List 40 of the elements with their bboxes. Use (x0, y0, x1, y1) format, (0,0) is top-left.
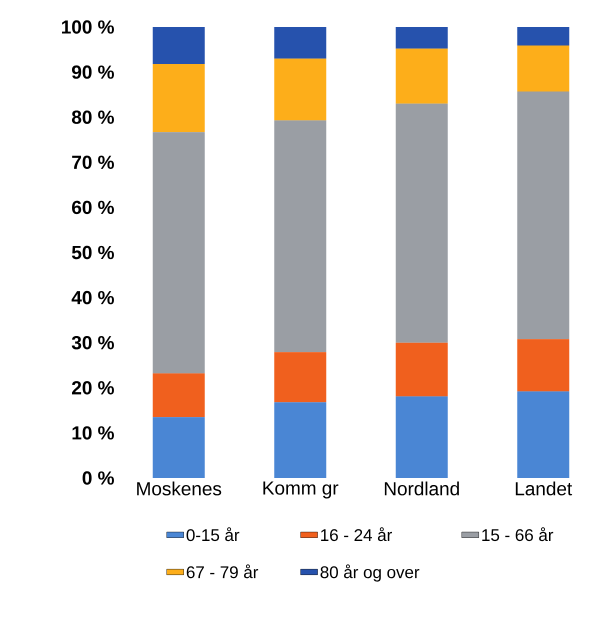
bar (517, 339, 570, 392)
bar (517, 26, 570, 46)
bar (152, 373, 205, 418)
bar (517, 391, 570, 478)
bar (274, 26, 326, 59)
y-tick-label: 80 % (72, 110, 114, 124)
bar (152, 26, 205, 64)
legend-label: 67 - 79 år (186, 564, 258, 578)
x-tick-label: Moskenes (137, 482, 222, 496)
y-tick-label: 100 % (62, 20, 114, 34)
x-tick-label: Landet (516, 482, 572, 496)
bar (274, 120, 326, 352)
bar (274, 58, 326, 120)
bar (152, 417, 205, 478)
bar (152, 132, 205, 374)
y-tick-label: 20 % (72, 381, 114, 395)
legend-label: 15 - 66 år (482, 527, 554, 542)
x-tick-label: Nordland (384, 482, 459, 496)
y-tick-label: 40 % (72, 290, 114, 304)
bar (517, 91, 570, 340)
bar (517, 45, 570, 92)
y-tick-label: 60 % (72, 200, 114, 214)
y-tick-label: 0 % (82, 471, 114, 485)
bar (152, 64, 205, 132)
legend-label: 80 år og over (320, 564, 420, 582)
legend-label: 0-15 år (186, 527, 240, 542)
y-tick-label: 50 % (72, 246, 114, 260)
x-tick-label: Komm gr (263, 482, 338, 498)
y-tick-label: 10 % (72, 426, 114, 440)
bar (274, 402, 326, 478)
y-tick-label: 30 % (72, 336, 114, 350)
legend-label: 16 - 24 år (321, 527, 392, 542)
bar (396, 48, 448, 104)
bar (274, 352, 326, 402)
y-tick-label: 70 % (72, 156, 114, 169)
bar (396, 26, 448, 49)
bar (396, 396, 448, 478)
bar (396, 104, 448, 343)
y-tick-label: 90 % (72, 65, 114, 79)
bar (396, 342, 448, 396)
